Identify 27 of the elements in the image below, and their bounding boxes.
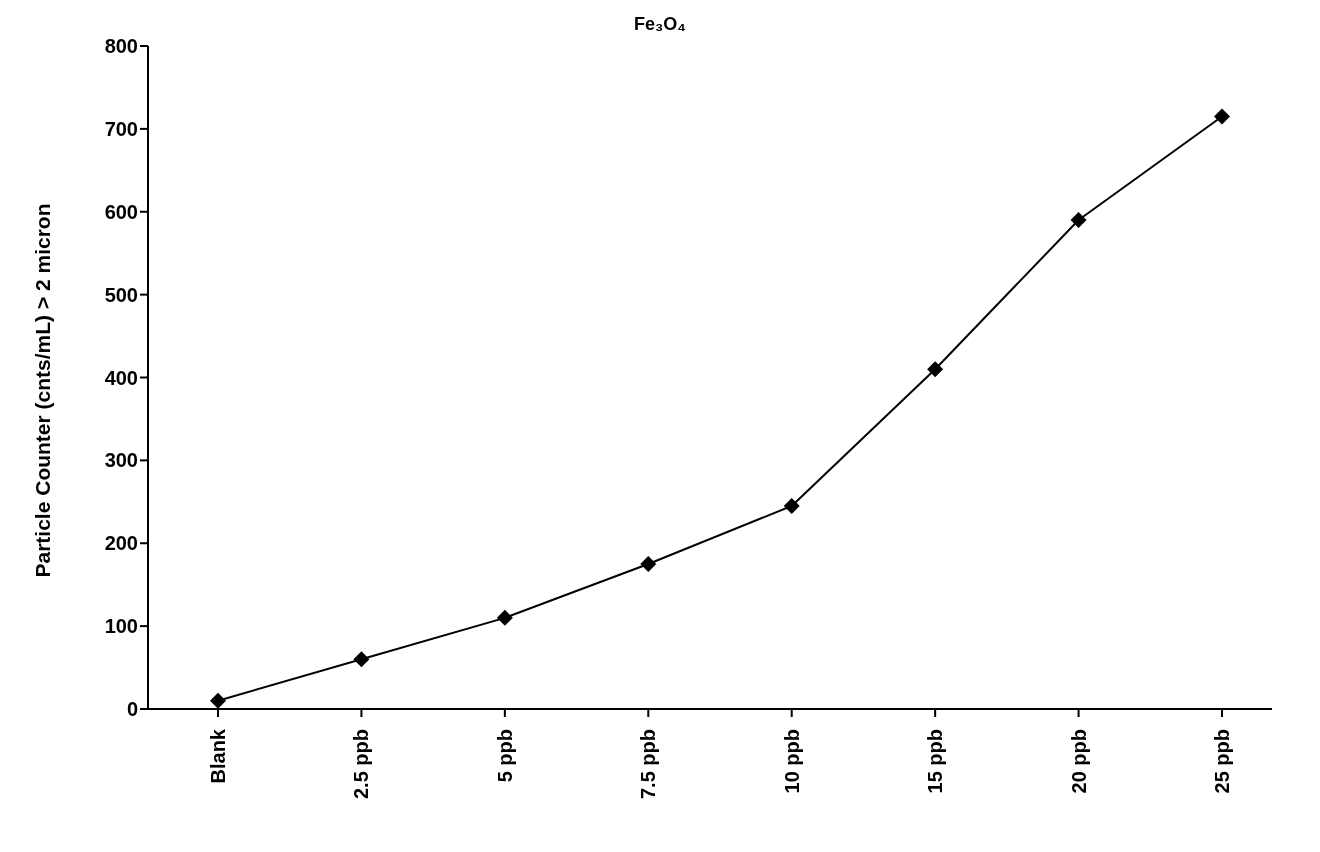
- x-tick-label: 25 ppb: [1211, 729, 1233, 794]
- point: [1070, 212, 1087, 229]
- point: [1214, 108, 1230, 125]
- point: [496, 609, 513, 626]
- x-tick-label: 7.5 ppb: [637, 729, 660, 800]
- y-tick-label: 800: [104, 35, 138, 58]
- y-tick-label: 700: [104, 117, 138, 140]
- x-tick-label: 2.5 ppb: [350, 729, 373, 800]
- point: [353, 651, 370, 668]
- y-tick-label: 0: [126, 698, 138, 721]
- x-tick-label: 10 ppb: [780, 729, 803, 794]
- y-tick-label: 500: [104, 283, 138, 306]
- x-tick-label: 20 ppb: [1067, 729, 1090, 794]
- y-tick-label: 100: [104, 615, 138, 638]
- y-axis-title: Particle Counter (cnts/mL) > 2 micron: [31, 203, 55, 578]
- y-tick-label: 400: [104, 366, 138, 389]
- y-tick-label: 600: [104, 200, 138, 223]
- x-tick-label: 5 ppb: [493, 729, 516, 783]
- x-tick-label: 15 ppb: [924, 729, 947, 794]
- y-tick-label: 200: [104, 532, 138, 555]
- x-tick-label: Blank: [207, 728, 229, 784]
- point: [640, 555, 657, 572]
- y-tick-label: 300: [104, 449, 138, 472]
- point: [210, 692, 226, 709]
- point: [783, 497, 800, 514]
- point: [927, 361, 944, 378]
- chart-title: Fe₃O₄: [633, 14, 687, 35]
